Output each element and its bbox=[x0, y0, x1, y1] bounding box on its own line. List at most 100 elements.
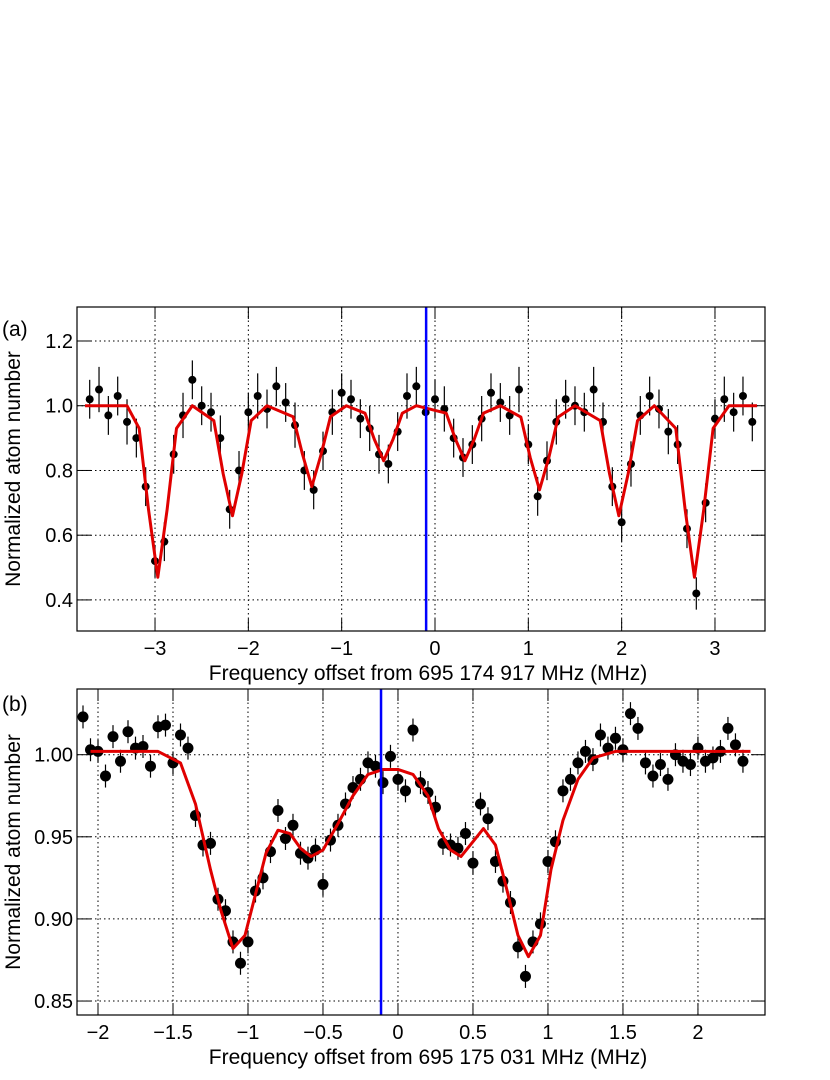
data-point bbox=[692, 589, 701, 598]
y-tick-label: 0.8 bbox=[45, 460, 73, 482]
data-point bbox=[113, 392, 122, 401]
y-tick-label: 0.95 bbox=[34, 827, 73, 849]
x-tick-label: 1 bbox=[523, 638, 534, 660]
data-point bbox=[738, 392, 747, 401]
data-point bbox=[624, 708, 636, 720]
data-point bbox=[617, 518, 626, 527]
y-tick-label: 1.00 bbox=[34, 745, 73, 767]
data-point bbox=[722, 722, 734, 734]
data-point bbox=[572, 757, 584, 769]
data-point bbox=[281, 398, 290, 407]
data-point bbox=[399, 785, 411, 797]
data-point bbox=[684, 759, 696, 771]
fit-curve bbox=[90, 749, 751, 959]
data-point bbox=[132, 434, 141, 443]
data-point bbox=[287, 819, 299, 831]
data-point bbox=[99, 770, 111, 782]
data-point bbox=[729, 739, 741, 751]
data-point bbox=[392, 773, 404, 785]
y-tick-label: 0.85 bbox=[34, 991, 73, 1013]
data-point bbox=[579, 745, 591, 757]
data-point bbox=[85, 395, 94, 404]
data-point bbox=[486, 388, 495, 397]
data-point bbox=[182, 742, 194, 754]
x-tick-label: 1 bbox=[542, 1022, 553, 1044]
y-tick-label: 1.2 bbox=[45, 331, 73, 353]
data-point bbox=[114, 755, 126, 767]
x-tick-label: 3 bbox=[709, 638, 720, 660]
data-point bbox=[632, 722, 644, 734]
data-point bbox=[174, 729, 186, 741]
x-tick-label: 2 bbox=[616, 638, 627, 660]
data-point bbox=[609, 732, 621, 744]
data-point bbox=[144, 760, 156, 772]
data-point bbox=[594, 729, 606, 741]
data-point bbox=[474, 798, 486, 810]
data-point bbox=[412, 382, 421, 391]
data-point bbox=[337, 388, 346, 397]
x-tick-label: −1 bbox=[330, 638, 353, 660]
data-point bbox=[737, 755, 749, 767]
data-point bbox=[356, 414, 365, 423]
data-point bbox=[77, 711, 89, 723]
data-point bbox=[557, 785, 569, 797]
x-tick-label: 0 bbox=[429, 638, 440, 660]
data-point bbox=[123, 417, 132, 426]
x-axis-title: Frequency offset from 695 174 917 MHz (M… bbox=[209, 662, 647, 685]
data-point bbox=[242, 936, 254, 948]
data-point bbox=[204, 837, 216, 849]
data-point bbox=[137, 740, 149, 752]
x-tick-label: −0.5 bbox=[303, 1022, 342, 1044]
y-tick-label: 0.4 bbox=[45, 590, 73, 612]
data-point bbox=[482, 813, 494, 825]
fit-curve bbox=[85, 404, 757, 579]
data-point bbox=[430, 395, 439, 404]
data-point bbox=[496, 398, 505, 407]
data-point bbox=[617, 744, 629, 756]
data-point bbox=[467, 857, 479, 869]
data-point bbox=[253, 392, 262, 401]
data-point bbox=[729, 408, 738, 417]
data-point bbox=[748, 417, 757, 426]
data-point bbox=[407, 724, 419, 736]
data-point bbox=[188, 375, 197, 384]
data-point bbox=[197, 401, 206, 410]
x-tick-label: −1 bbox=[237, 1022, 260, 1044]
y-axis-title: Normalized atom number bbox=[2, 734, 25, 970]
x-tick-label: 2 bbox=[692, 1022, 703, 1044]
data-point bbox=[654, 759, 666, 771]
data-point bbox=[384, 750, 396, 762]
data-point bbox=[459, 828, 471, 840]
data-point bbox=[279, 832, 291, 844]
data-point bbox=[244, 408, 253, 417]
data-point bbox=[159, 719, 171, 731]
x-tick-label: −2 bbox=[87, 1022, 110, 1044]
x-tick-label: 1.5 bbox=[609, 1022, 637, 1044]
data-point bbox=[317, 878, 329, 890]
y-tick-label: 0.90 bbox=[34, 909, 73, 931]
data-point bbox=[639, 757, 651, 769]
data-point bbox=[207, 408, 216, 417]
data-point bbox=[384, 459, 393, 468]
data-point bbox=[561, 395, 570, 404]
data-point bbox=[664, 427, 673, 436]
data-point bbox=[645, 392, 654, 401]
data-point bbox=[234, 957, 246, 969]
data-point bbox=[272, 382, 281, 391]
data-point bbox=[95, 385, 104, 394]
y-axis-title: Normalized atom number bbox=[2, 351, 25, 587]
data-point bbox=[107, 731, 119, 743]
panel-label: (a) bbox=[2, 318, 28, 341]
data-point bbox=[403, 392, 412, 401]
x-tick-label: 0.5 bbox=[459, 1022, 487, 1044]
data-point bbox=[647, 770, 659, 782]
plot-background bbox=[77, 307, 765, 631]
x-tick-label: −1.5 bbox=[153, 1022, 192, 1044]
y-tick-label: 1.0 bbox=[45, 396, 73, 418]
data-point bbox=[369, 760, 381, 772]
data-point bbox=[519, 970, 531, 982]
x-tick-label: −3 bbox=[144, 638, 167, 660]
data-point bbox=[272, 805, 284, 817]
data-point bbox=[589, 385, 598, 394]
